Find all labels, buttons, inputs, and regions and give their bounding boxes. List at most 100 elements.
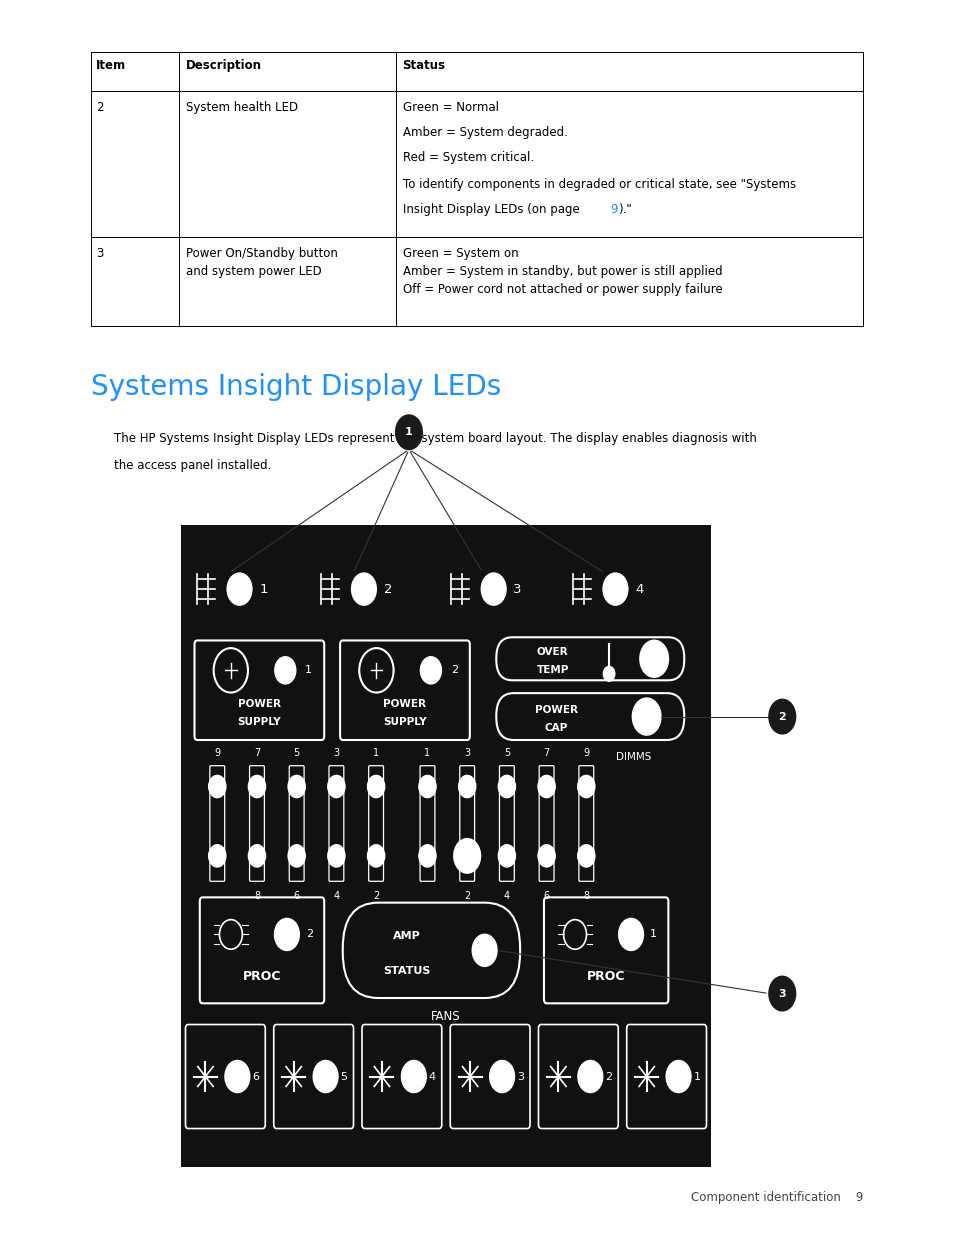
Circle shape <box>274 657 295 684</box>
Text: 3: 3 <box>96 247 104 261</box>
Text: 9: 9 <box>610 203 618 216</box>
Text: PROC: PROC <box>586 971 625 983</box>
Text: 3: 3 <box>333 748 339 758</box>
Text: 3: 3 <box>513 583 521 595</box>
Text: 3: 3 <box>778 988 785 999</box>
Circle shape <box>225 1061 250 1093</box>
Circle shape <box>458 776 476 798</box>
Circle shape <box>367 845 384 867</box>
Circle shape <box>328 776 345 798</box>
Text: Description: Description <box>186 59 262 72</box>
Circle shape <box>248 845 265 867</box>
Circle shape <box>480 573 505 605</box>
FancyBboxPatch shape <box>368 766 383 882</box>
Circle shape <box>578 1061 602 1093</box>
Text: To identify components in degraded or critical state, see "Systems: To identify components in degraded or cr… <box>402 178 795 191</box>
FancyBboxPatch shape <box>289 766 304 882</box>
Text: 1: 1 <box>424 748 430 758</box>
FancyBboxPatch shape <box>578 766 593 882</box>
Text: Item: Item <box>96 59 127 72</box>
Text: 5: 5 <box>340 1072 347 1082</box>
Text: POWER: POWER <box>535 704 578 715</box>
Text: 3: 3 <box>463 748 470 758</box>
Text: Green = Normal: Green = Normal <box>402 101 498 115</box>
Circle shape <box>420 657 441 684</box>
Circle shape <box>351 573 375 605</box>
Text: the access panel installed.: the access panel installed. <box>114 459 272 473</box>
Text: Status: Status <box>402 59 445 72</box>
Text: DIMMS: DIMMS <box>616 752 651 762</box>
Text: Component identification    9: Component identification 9 <box>690 1191 862 1204</box>
Text: 6: 6 <box>252 1072 259 1082</box>
Text: 4: 4 <box>503 892 510 902</box>
Circle shape <box>418 776 436 798</box>
Circle shape <box>395 415 422 450</box>
Text: 8: 8 <box>582 892 589 902</box>
Circle shape <box>472 935 497 967</box>
Circle shape <box>768 976 795 1010</box>
Circle shape <box>665 1061 690 1093</box>
FancyBboxPatch shape <box>496 693 683 740</box>
Text: SUPPLY: SUPPLY <box>383 718 426 727</box>
Text: System health LED: System health LED <box>186 101 298 115</box>
Text: AMP: AMP <box>393 931 420 941</box>
Circle shape <box>367 776 384 798</box>
Text: 2: 2 <box>604 1072 612 1082</box>
Circle shape <box>497 776 515 798</box>
Text: 4: 4 <box>635 583 643 595</box>
FancyBboxPatch shape <box>199 898 324 1003</box>
Text: 7: 7 <box>253 748 260 758</box>
Circle shape <box>227 573 252 605</box>
Text: POWER: POWER <box>383 699 426 709</box>
FancyBboxPatch shape <box>250 766 264 882</box>
Circle shape <box>768 699 795 734</box>
Circle shape <box>602 573 627 605</box>
Text: FANS: FANS <box>431 1010 460 1023</box>
Text: CAP: CAP <box>544 724 567 734</box>
Circle shape <box>209 845 226 867</box>
Text: 2: 2 <box>305 930 313 940</box>
Text: 1: 1 <box>405 427 413 437</box>
Text: 6: 6 <box>294 892 299 902</box>
Circle shape <box>489 1061 514 1093</box>
Circle shape <box>454 839 480 873</box>
FancyBboxPatch shape <box>538 766 554 882</box>
Text: Systems Insight Display LEDs: Systems Insight Display LEDs <box>91 373 500 401</box>
Circle shape <box>288 845 305 867</box>
Text: 1: 1 <box>693 1072 700 1082</box>
Text: Amber = System degraded.: Amber = System degraded. <box>402 126 567 140</box>
Text: 1: 1 <box>649 930 657 940</box>
Text: 2: 2 <box>778 711 785 721</box>
Text: 5: 5 <box>294 748 299 758</box>
Text: 1: 1 <box>305 666 312 676</box>
Text: 9: 9 <box>214 748 220 758</box>
Circle shape <box>313 1061 337 1093</box>
Text: 8: 8 <box>253 892 260 902</box>
Text: 2: 2 <box>96 101 104 115</box>
FancyBboxPatch shape <box>194 641 324 740</box>
FancyBboxPatch shape <box>419 766 435 882</box>
Text: POWER: POWER <box>237 699 280 709</box>
Circle shape <box>209 776 226 798</box>
Circle shape <box>219 920 242 950</box>
FancyBboxPatch shape <box>185 1025 265 1129</box>
FancyBboxPatch shape <box>329 766 343 882</box>
Text: 3: 3 <box>517 1072 523 1082</box>
Text: 2: 2 <box>450 666 457 676</box>
Text: STATUS: STATUS <box>382 966 430 977</box>
Circle shape <box>401 1061 426 1093</box>
Text: SUPPLY: SUPPLY <box>237 718 281 727</box>
Circle shape <box>578 845 595 867</box>
Text: 2: 2 <box>463 892 470 902</box>
FancyBboxPatch shape <box>181 525 710 1167</box>
Circle shape <box>639 640 668 677</box>
Circle shape <box>563 920 586 950</box>
Circle shape <box>213 648 248 693</box>
Circle shape <box>248 776 265 798</box>
Text: 6: 6 <box>543 892 549 902</box>
FancyBboxPatch shape <box>361 1025 441 1129</box>
Text: 4: 4 <box>333 892 339 902</box>
Text: Insight Display LEDs (on page: Insight Display LEDs (on page <box>402 203 582 216</box>
Text: Red = System critical.: Red = System critical. <box>402 151 533 164</box>
FancyBboxPatch shape <box>626 1025 706 1129</box>
